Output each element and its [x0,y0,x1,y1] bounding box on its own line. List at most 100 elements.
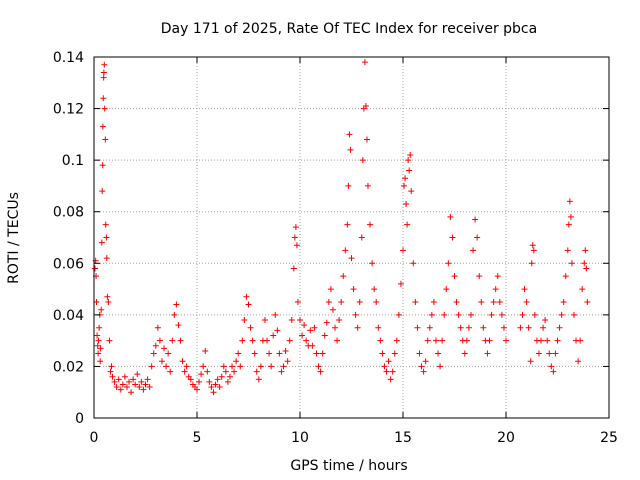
data-point [183,363,190,370]
data-point [528,260,535,267]
data-point [565,221,572,228]
y-tick-label: 0.1 [62,153,84,169]
y-tick-label: 0.04 [53,308,84,324]
data-point [94,342,101,349]
data-point [377,337,384,344]
data-point [408,188,415,195]
data-point [233,358,240,365]
data-point [291,234,298,241]
data-point [301,322,308,329]
data-point [371,286,378,293]
data-point [315,363,322,370]
data-point [319,350,326,357]
data-point [562,273,569,280]
data-point [457,324,464,331]
data-point [364,182,371,189]
data-point [404,221,411,228]
x-tick-label: 25 [600,430,618,446]
data-point [202,347,209,354]
data-point [496,298,503,305]
data-point [148,363,155,370]
x-axis-label: GPS time / hours [290,458,407,474]
data-point [132,381,139,388]
data-point [395,311,402,318]
data-point [107,368,114,375]
data-point [224,378,231,385]
data-point [140,386,147,393]
data-point [303,337,310,344]
data-point [556,324,563,331]
data-point [334,337,341,344]
data-point [338,298,345,305]
data-point [329,306,336,313]
y-tick-label: 0.06 [53,256,84,272]
data-point [297,317,303,324]
data-points [92,59,591,396]
data-point [437,363,444,370]
data-point [359,157,366,164]
data-point [96,324,103,331]
data-point [527,358,534,365]
data-point [566,198,573,205]
data-point [420,368,427,375]
data-point [119,381,126,388]
data-point [439,337,446,344]
data-point [216,384,223,391]
data-point [255,376,262,383]
data-point [311,324,318,331]
data-point [126,378,133,385]
data-point [253,368,260,375]
data-point [196,378,203,385]
data-point [134,371,141,378]
data-point [373,298,380,305]
data-point [95,337,102,344]
data-point [288,317,295,324]
data-point [321,332,328,339]
data-point [449,234,456,241]
data-point [346,131,353,138]
data-point [276,350,283,357]
data-point [226,373,233,380]
data-point [95,350,102,357]
x-tick-label: 0 [90,430,99,446]
data-point [564,247,571,254]
data-point [455,311,462,318]
data-point [104,293,111,300]
data-point [484,350,491,357]
x-tick-labels: 0 5 10 15 20 25 [90,430,618,446]
data-point [245,301,252,308]
data-point [282,347,289,354]
data-point [521,286,528,293]
data-point [517,324,524,331]
data-point [175,322,182,329]
data-point [422,358,429,365]
data-point [144,376,151,383]
data-point [100,95,107,102]
data-point [503,337,509,344]
data-point [538,337,545,344]
data-point [313,350,320,357]
data-point [498,311,505,318]
data-point [103,234,110,241]
data-point [356,298,363,305]
data-point [582,247,589,254]
data-point [284,358,291,365]
data-point [123,384,130,391]
data-point [111,378,118,385]
data-point [146,384,153,391]
data-point [108,363,115,370]
data-point [323,319,330,326]
data-point [222,368,229,375]
data-point [560,298,567,305]
data-point [142,381,149,388]
data-point [540,324,547,331]
data-point [206,378,213,385]
data-point [241,317,248,324]
plot-frame [93,56,610,419]
data-point [247,324,254,331]
data-point [292,224,299,231]
data-point [309,342,316,349]
data-point [441,311,448,318]
y-tick-label: 0.12 [53,102,84,118]
data-point [156,337,163,344]
